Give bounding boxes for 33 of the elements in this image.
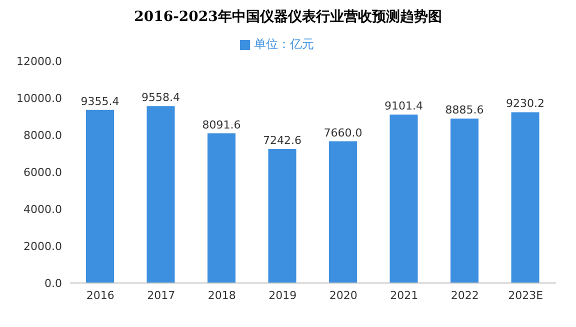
data-label: 7242.6	[263, 134, 302, 148]
data-label: 9355.4	[80, 94, 120, 108]
data-label: 8091.6	[202, 118, 241, 132]
y-tick-label: 2000.0	[24, 240, 62, 253]
bar	[208, 133, 236, 283]
x-tick-label: 2016	[86, 288, 114, 302]
x-tick-label: 2019	[268, 288, 297, 302]
bar	[450, 118, 478, 283]
y-tick-label: 10000.0	[16, 92, 62, 105]
data-label: 8885.6	[445, 104, 484, 117]
bar	[86, 110, 114, 283]
y-tick-label: 6000.0	[24, 166, 62, 179]
x-tick-label: 2023E	[508, 288, 544, 302]
x-tick-label: 2017	[147, 288, 176, 302]
y-tick-label: 4000.0	[24, 202, 62, 216]
data-label: 9558.4	[142, 91, 180, 104]
x-tick-label: 2021	[390, 288, 418, 302]
bar	[268, 149, 296, 283]
bar	[390, 114, 418, 283]
chart-title: 2016-2023年中国仪器仪表行业营收预测趋势图	[133, 8, 443, 26]
data-label: 7660.0	[324, 126, 362, 140]
bar	[329, 141, 357, 283]
y-tick-label: 8000.0	[24, 128, 62, 142]
legend-label: 单位：亿元	[254, 37, 314, 51]
data-label: 9101.4	[384, 100, 423, 113]
x-tick-label: 2018	[208, 288, 236, 302]
data-label: 9230.2	[506, 97, 544, 110]
bar	[511, 112, 540, 283]
bar	[146, 106, 175, 283]
x-tick-label: 2022	[450, 288, 479, 302]
y-tick-label: 12000.0	[16, 54, 62, 68]
x-tick-label: 2020	[329, 288, 358, 302]
y-tick-label: 0.0	[44, 276, 62, 290]
